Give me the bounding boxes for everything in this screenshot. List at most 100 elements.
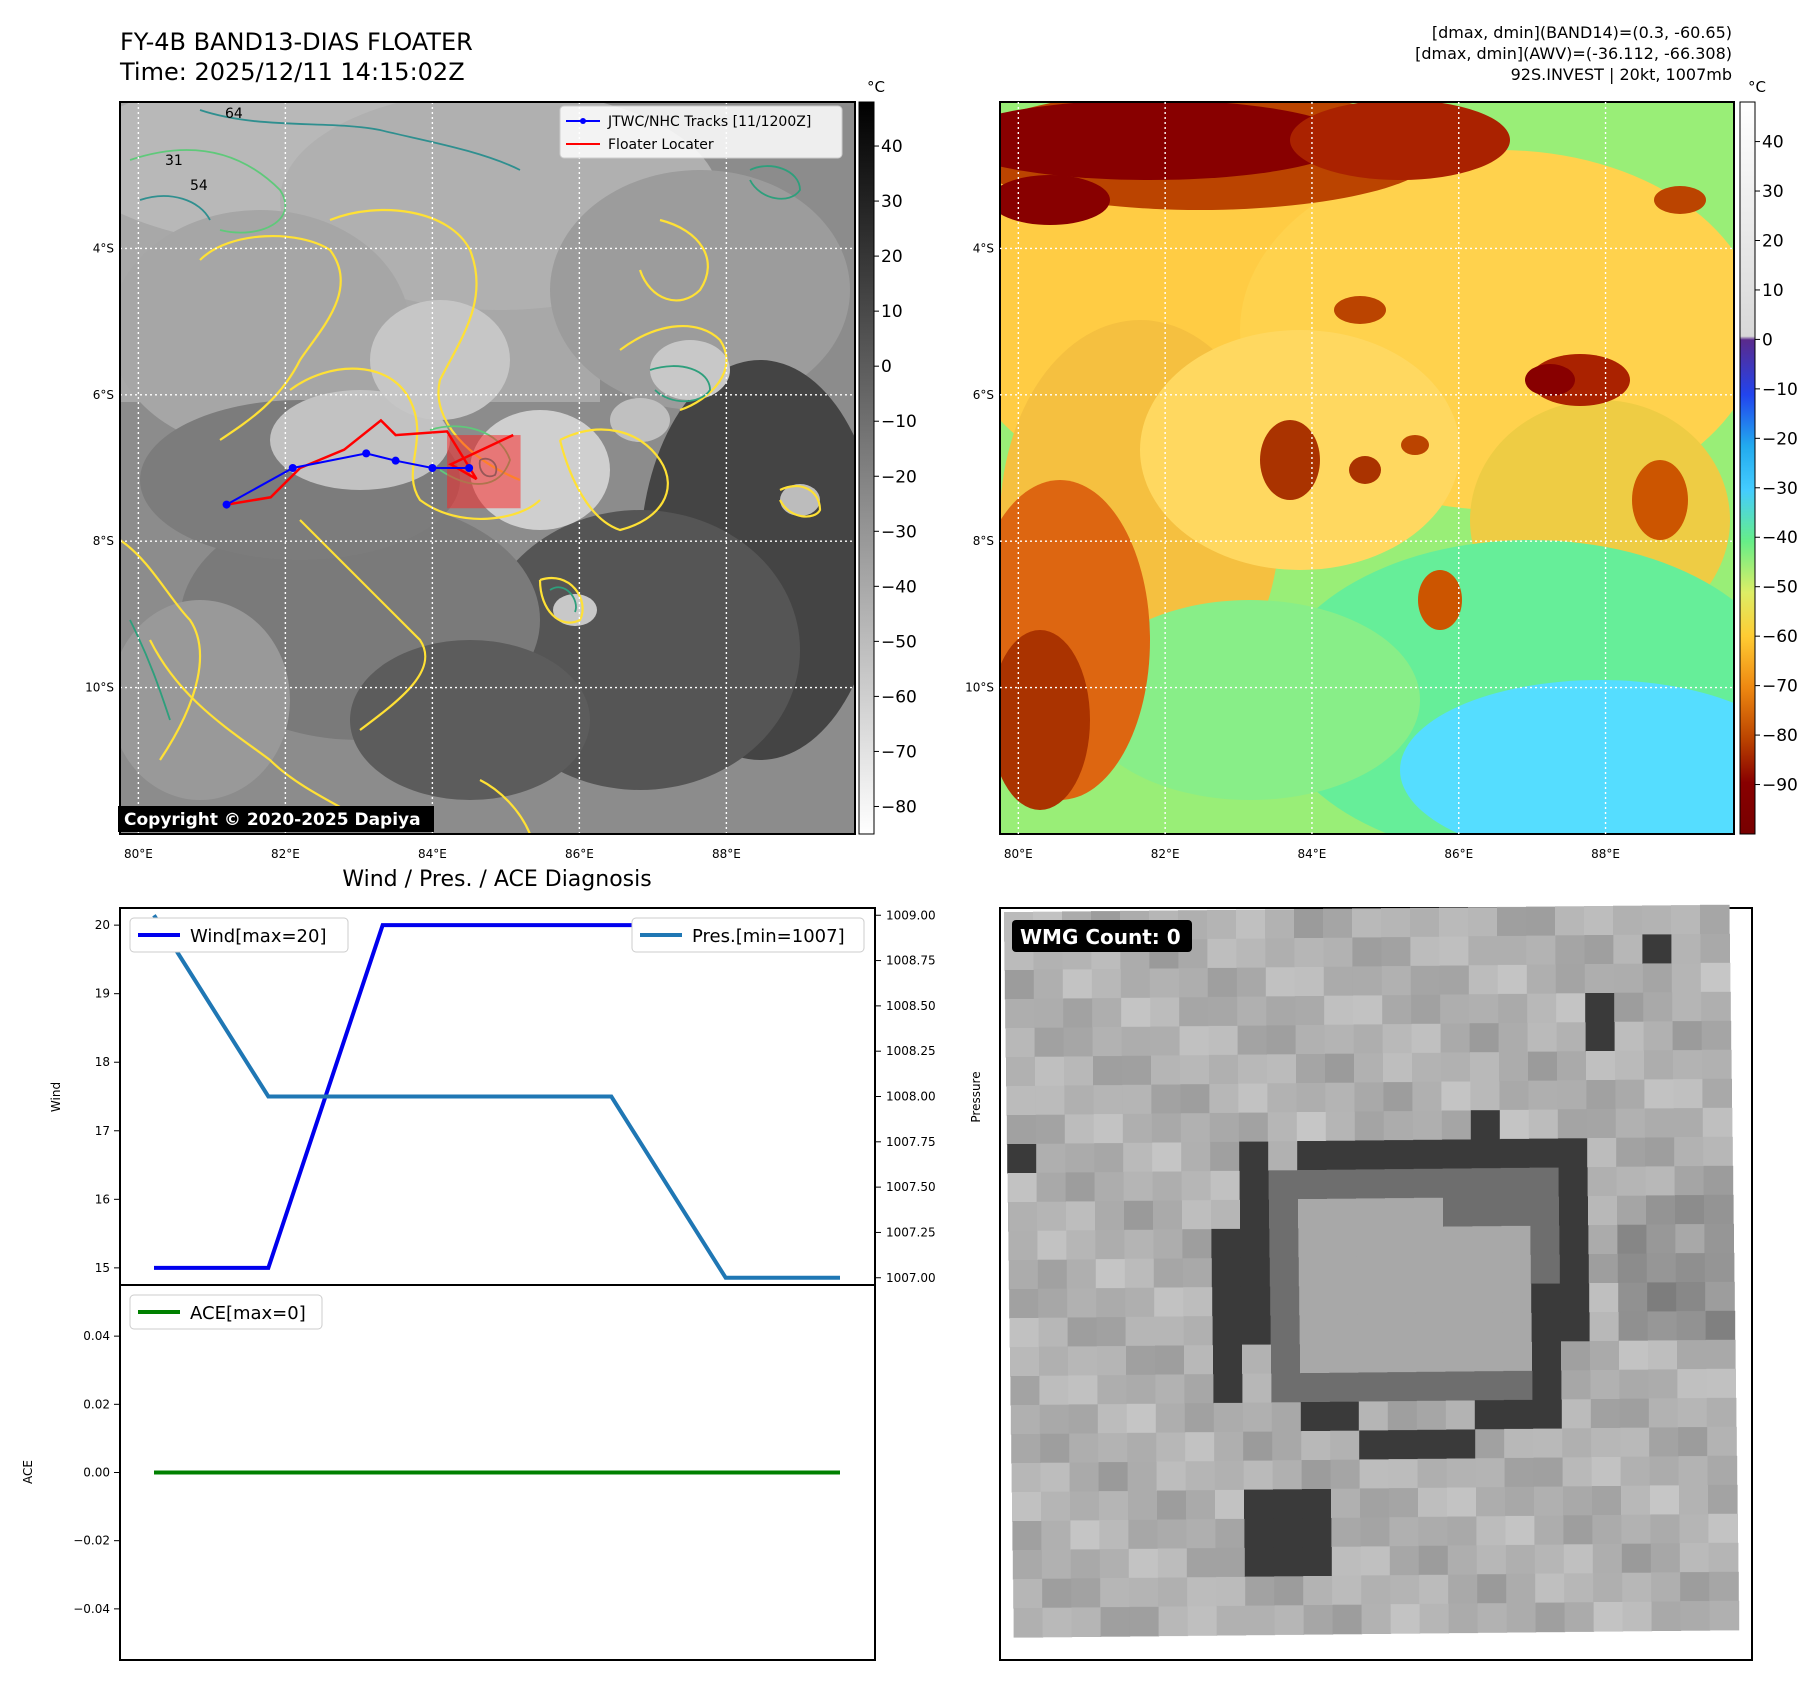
wmg-cell (1476, 1487, 1506, 1517)
wmg-cell (1358, 1401, 1389, 1431)
wmg-cell (1068, 1346, 1098, 1376)
wmg-cell (1300, 1373, 1330, 1403)
wmg-cell (1244, 1547, 1275, 1578)
wmg-cell (1559, 1196, 1589, 1226)
wmg-cell (1153, 1258, 1184, 1289)
wmg-cell (1501, 1254, 1532, 1285)
wmg-cell (1385, 1227, 1415, 1257)
wind-axis-label: Wind (49, 1082, 63, 1112)
wmg-cell (1323, 908, 1353, 939)
wmg-cell (1387, 1343, 1417, 1373)
wmg-cell (1267, 1054, 1297, 1084)
wmg-cell (1358, 1343, 1388, 1373)
wmg-cell (1068, 1404, 1099, 1434)
wmg-cell (1700, 904, 1730, 935)
wmg-cell (1011, 1463, 1042, 1493)
copyright-text: Copyright © 2020-2025 Dapiya (124, 810, 421, 830)
jtwc-track-point (428, 464, 437, 472)
colorbar-tick-label: 30 (881, 192, 903, 212)
wind-legend: Wind[max=20] (129, 917, 349, 953)
wmg-cell (1070, 1520, 1100, 1550)
wmg-cell (1563, 1515, 1593, 1545)
wmg-cell (1591, 1457, 1622, 1487)
wmg-cell (1098, 1433, 1128, 1463)
wmg-cell (1296, 1054, 1326, 1084)
wmg-cell (1621, 1485, 1651, 1516)
wmg-cell (1443, 1197, 1473, 1228)
wmg-cell (1588, 1225, 1618, 1255)
wmg-cell (1297, 1170, 1328, 1200)
wmg-cell (1040, 1433, 1070, 1464)
ir-map-imagery: 31 54 64 (120, 102, 855, 834)
wmg-cell (1121, 1026, 1152, 1057)
wmg-cell (1677, 1340, 1707, 1370)
wmg-cell (1331, 1517, 1361, 1548)
wmg-cell (1528, 1051, 1558, 1082)
ace-tick-label: −0.02 (73, 1534, 110, 1548)
wmg-cell (1273, 1547, 1304, 1577)
wmg-cell (1186, 1548, 1217, 1578)
wmg-cell (1153, 1229, 1183, 1260)
wmg-cell (1702, 1107, 1733, 1138)
wmg-cell (1530, 1225, 1560, 1256)
wmg-cell (1327, 1198, 1357, 1229)
wmg-cell (1680, 1601, 1711, 1631)
wmg-cell (1097, 1375, 1127, 1405)
wmg-cell (1619, 1340, 1649, 1371)
wmg-cell (1534, 1486, 1564, 1517)
wmg-cell (1329, 1372, 1359, 1403)
wmg-cell (1214, 1460, 1245, 1491)
wmg-cell (1150, 997, 1180, 1028)
wmg-cell (1613, 963, 1644, 994)
wmg-cell (1153, 1200, 1183, 1231)
wmg-cell (1470, 1081, 1500, 1111)
wmg-cell (1327, 1227, 1357, 1258)
wmg-cell (1671, 934, 1701, 964)
jtwc-track-point (391, 456, 400, 465)
lon-tick-label: 80°E (124, 847, 153, 861)
wmg-cell (1265, 967, 1296, 997)
wmg-cell (1242, 1402, 1273, 1433)
lon-tick-label: 82°E (271, 847, 300, 861)
wmg-cell (1419, 1574, 1449, 1605)
ir-map-axis-labels: 80°E 82°E 84°E 86°E 88°E 4°S 6°S 8°S 10°S (85, 241, 741, 861)
wmg-cell (1155, 1374, 1185, 1405)
wmg-cell (1096, 1288, 1126, 1318)
wmg-cell (1413, 1168, 1444, 1199)
wmg-cell (1268, 1170, 1299, 1200)
wmg-cell (1034, 998, 1064, 1029)
ace-legend-label: ACE[max=0] (190, 1303, 306, 1324)
wmg-cell (1004, 970, 1035, 1000)
wmg-cell (1384, 1140, 1414, 1170)
wmg-cell (1123, 1142, 1153, 1173)
wmg-cell (1274, 1605, 1305, 1635)
wmg-cell (1384, 1169, 1415, 1199)
wmg-cell (1297, 1141, 1327, 1171)
wmg-cell (1071, 1607, 1102, 1637)
wmg-cell (1673, 1050, 1703, 1080)
wmg-cell (1651, 1572, 1681, 1602)
wmg-cell (1067, 1317, 1098, 1347)
wmg-cell (1331, 1546, 1362, 1577)
wmg-cell (1361, 1575, 1391, 1605)
wmg-cell (1413, 1139, 1443, 1170)
wmg-cell (1294, 938, 1324, 968)
wmg-cell (1006, 1057, 1036, 1087)
wmg-cell (1361, 1604, 1392, 1634)
wmg-cell (1209, 1112, 1240, 1143)
wmg-cell (1185, 1461, 1216, 1491)
wmg-cell (1534, 1515, 1564, 1546)
wmg-cell (1704, 1252, 1735, 1283)
wmg-cell (1476, 1516, 1506, 1546)
wmg-cell (1383, 1082, 1413, 1112)
colorbar-tick-label: −50 (1762, 578, 1798, 598)
pressure-tick-label: 1007.25 (886, 1225, 936, 1239)
wmg-cell (1187, 1577, 1217, 1607)
wmg-cell (1532, 1341, 1562, 1372)
wind-pressure-panel: 20 19 18 17 16 15 1009.00 1008.75 1008.50 1008.25… (49, 907, 983, 1286)
wmg-cell (1646, 1224, 1676, 1254)
wmg-cell (1154, 1316, 1185, 1347)
colorbar-tick-label: −80 (1762, 726, 1798, 746)
wmg-cell (1005, 999, 1035, 1029)
wind-tick-label: 15 (95, 1261, 110, 1275)
